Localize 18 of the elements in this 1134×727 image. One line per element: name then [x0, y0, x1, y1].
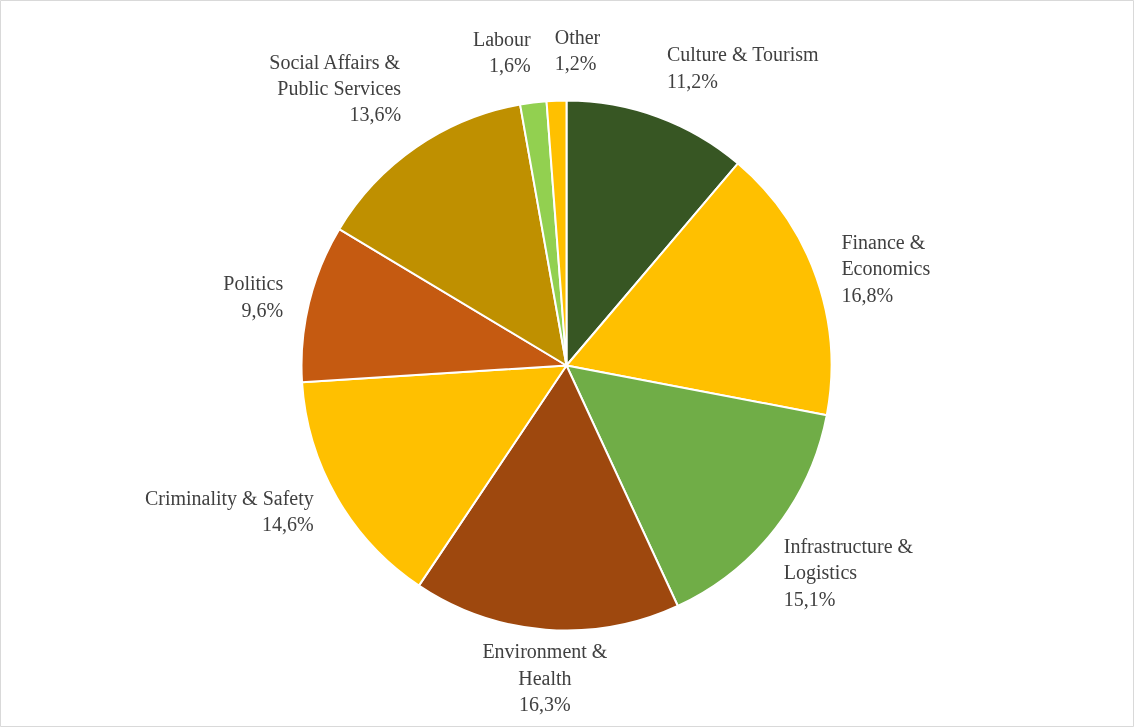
data-label: 11,2% — [666, 69, 718, 92]
data-label: 14,6% — [262, 512, 314, 535]
slice-label: Finance & Economics — [841, 231, 931, 280]
data-label: 1,2% — [554, 52, 597, 75]
slice-label: Culture & Tourism — [666, 43, 819, 66]
slice-label: Criminality & Safety — [144, 486, 314, 510]
data-label: 1,6% — [489, 54, 531, 77]
slice-label: Politics — [223, 272, 284, 295]
data-label: 15,1% — [783, 587, 836, 610]
slice-label: Environment & Health — [482, 640, 608, 689]
slice-label: Social Affairs & Public Services — [269, 50, 402, 100]
data-label: 16,8% — [841, 283, 894, 306]
data-label: 16,3% — [519, 693, 571, 716]
data-label: 9,6% — [241, 298, 284, 321]
data-label: 13,6% — [349, 103, 402, 126]
slice-label: Other — [554, 25, 601, 48]
slice-label: Labour — [472, 27, 532, 50]
slice-label: Infrastructure & Logistics — [783, 535, 914, 585]
